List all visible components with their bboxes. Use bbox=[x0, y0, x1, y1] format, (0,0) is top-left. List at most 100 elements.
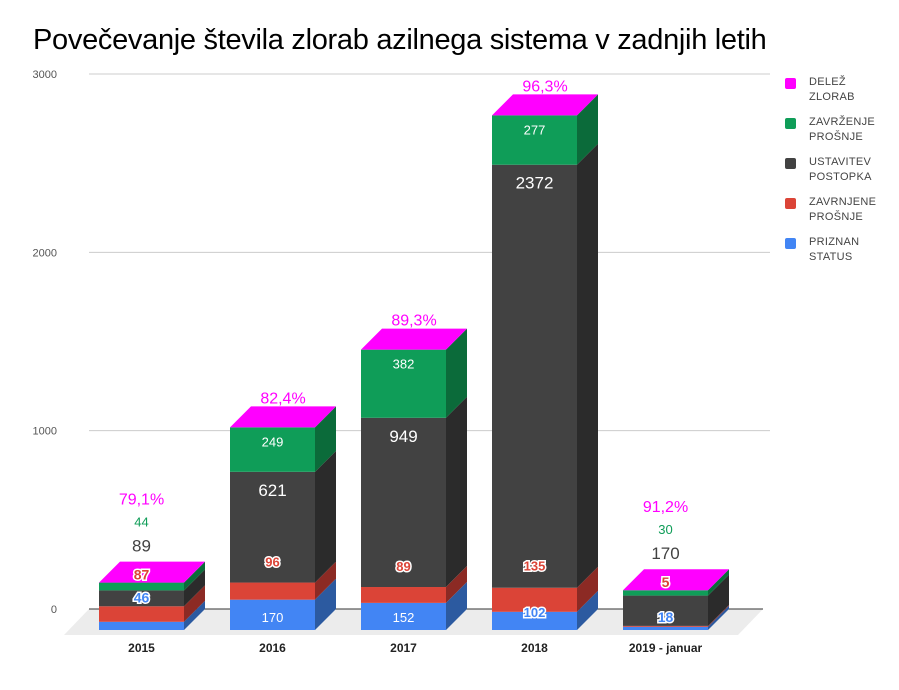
data-label: 91,2% bbox=[643, 499, 688, 516]
data-label: 89,3% bbox=[391, 313, 436, 330]
data-label: 382 bbox=[393, 357, 415, 372]
bar-segment-side bbox=[708, 569, 729, 596]
data-label: 46 bbox=[134, 589, 150, 605]
bar-segment-front[interactable] bbox=[361, 602, 446, 630]
bar-segment-front[interactable] bbox=[623, 590, 708, 596]
bar-top-face[interactable] bbox=[623, 569, 729, 591]
legend-label-line: PROŠNJE bbox=[809, 131, 864, 143]
bar-segment-front[interactable] bbox=[492, 587, 577, 612]
legend-label-line: PRIZNAN bbox=[809, 236, 860, 248]
bar-top-face[interactable] bbox=[361, 328, 467, 350]
legend-label-line: ZAVRŽENJE bbox=[809, 116, 876, 128]
bar-segment-side bbox=[184, 569, 205, 607]
legend-swatch bbox=[785, 78, 796, 89]
data-label: 96,3% bbox=[522, 78, 567, 95]
x-tick-label: 2019 - januar bbox=[629, 641, 703, 655]
chart-title: Povečevanje števila zlorab azilnega sist… bbox=[33, 24, 767, 56]
bar-segment-front[interactable] bbox=[361, 349, 446, 418]
data-label: 18 bbox=[658, 609, 674, 625]
bar-top-face[interactable] bbox=[230, 406, 336, 428]
bar-segment-side bbox=[315, 578, 336, 630]
data-label: 89 bbox=[396, 559, 410, 574]
legend-label: USTAVITEV POSTOPKA bbox=[809, 155, 872, 185]
bar-segment-front[interactable] bbox=[361, 417, 446, 588]
bar-segment-side bbox=[315, 561, 336, 600]
x-tick-label: 2018 bbox=[521, 641, 548, 655]
legend-label: ZAVRNJENE PROŠNJE bbox=[809, 195, 876, 225]
legend-label-line: ZLORAB bbox=[809, 91, 855, 103]
x-tick-label: 2015 bbox=[128, 641, 155, 655]
bar-segment-side bbox=[708, 574, 729, 626]
legend-item[interactable]: ZAVRNJENE PROŠNJE bbox=[785, 195, 895, 235]
x-tick-label: 2017 bbox=[390, 641, 417, 655]
legend-label-line: PROŠNJE bbox=[809, 211, 864, 223]
data-label: 44 bbox=[134, 515, 148, 530]
bar-segment-front[interactable] bbox=[492, 115, 577, 165]
bar-segment-front[interactable] bbox=[492, 164, 577, 588]
bar-segment-front[interactable] bbox=[99, 621, 184, 630]
data-label: 249 bbox=[262, 434, 284, 449]
data-label: 170 bbox=[262, 610, 284, 625]
legend-item[interactable]: USTAVITEV POSTOPKA bbox=[785, 155, 895, 195]
data-label: 170 bbox=[651, 544, 679, 563]
bar-segment-front[interactable] bbox=[230, 471, 315, 583]
legend-swatch bbox=[785, 238, 796, 249]
data-label: 89 bbox=[132, 537, 151, 556]
data-label: 277 bbox=[524, 122, 546, 137]
bar-segment-front[interactable] bbox=[230, 582, 315, 600]
legend: DELEŽ ZLORAB ZAVRŽENJE PROŠNJE USTAVITEV POST… bbox=[785, 75, 895, 275]
bar-segment-front[interactable] bbox=[623, 625, 708, 627]
bar-segment-side bbox=[184, 561, 205, 591]
bar-top-face[interactable] bbox=[99, 561, 205, 583]
data-label: 79,1% bbox=[119, 492, 164, 509]
legend-item[interactable]: ZAVRŽENJE PROŠNJE bbox=[785, 115, 895, 155]
bar-segment-side bbox=[446, 396, 467, 588]
bar-segment-side bbox=[446, 581, 467, 630]
legend-label: PRIZNAN STATUS bbox=[809, 235, 859, 265]
bar-segment-front[interactable] bbox=[492, 611, 577, 630]
y-tick-label: 1000 bbox=[33, 426, 57, 438]
data-label: 96 bbox=[265, 555, 279, 570]
data-label: 5 bbox=[662, 574, 670, 590]
legend-label-line: STATUS bbox=[809, 251, 853, 263]
data-label: 82,4% bbox=[260, 390, 305, 407]
bar-segment-side bbox=[577, 590, 598, 630]
data-label: 87 bbox=[134, 567, 150, 583]
bar-segment-side bbox=[577, 566, 598, 612]
y-tick-label: 0 bbox=[51, 604, 57, 616]
data-label: 152 bbox=[393, 610, 415, 625]
bar-segment-side bbox=[708, 605, 729, 630]
legend-swatch bbox=[785, 198, 796, 209]
data-label: 30 bbox=[658, 522, 672, 537]
bar-segment-side bbox=[708, 604, 729, 627]
bar-segment-front[interactable] bbox=[361, 587, 446, 603]
data-label: 135 bbox=[524, 559, 546, 574]
legend-label: ZAVRŽENJE PROŠNJE bbox=[809, 115, 875, 145]
bar-segment-front[interactable] bbox=[230, 427, 315, 472]
bar-segment-front[interactable] bbox=[99, 590, 184, 607]
legend-label-line: USTAVITEV bbox=[809, 156, 872, 168]
bar-segment-side bbox=[184, 585, 205, 622]
bar-top-face[interactable] bbox=[492, 94, 598, 116]
bar-segment-side bbox=[315, 450, 336, 583]
y-tick-label: 2000 bbox=[33, 247, 57, 259]
legend-label: DELEŽ ZLORAB bbox=[809, 75, 855, 105]
data-label: 102 bbox=[524, 605, 546, 620]
legend-item[interactable]: DELEŽ ZLORAB bbox=[785, 75, 895, 115]
bar-segment-side bbox=[446, 328, 467, 418]
bar-segment-front[interactable] bbox=[230, 599, 315, 630]
bar-segment-front[interactable] bbox=[623, 595, 708, 626]
bar-segment-front[interactable] bbox=[99, 606, 184, 622]
bar-segment-front[interactable] bbox=[623, 626, 708, 630]
legend-swatch bbox=[785, 158, 796, 169]
bar-segment-side bbox=[184, 600, 205, 630]
bar-segment-side bbox=[577, 143, 598, 588]
legend-item[interactable]: PRIZNAN STATUS bbox=[785, 235, 895, 275]
x-tick-label: 2016 bbox=[259, 641, 286, 655]
legend-label-line: ZAVRNJENE bbox=[809, 196, 877, 208]
data-label: 949 bbox=[389, 427, 417, 446]
data-label: 621 bbox=[258, 481, 286, 500]
legend-label-line: POSTOPKA bbox=[809, 171, 872, 183]
bar-segment-front[interactable] bbox=[99, 582, 184, 591]
bar-segment-side bbox=[446, 566, 467, 603]
